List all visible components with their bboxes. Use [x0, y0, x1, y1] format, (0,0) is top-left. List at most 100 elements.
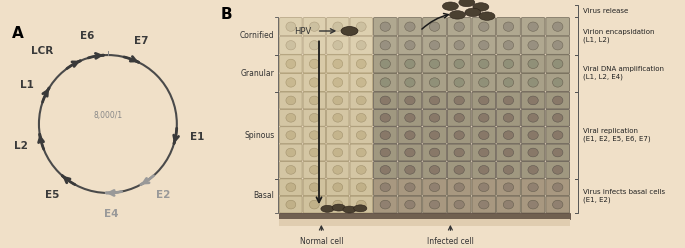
Ellipse shape	[429, 59, 440, 68]
Ellipse shape	[286, 41, 296, 50]
FancyBboxPatch shape	[546, 36, 569, 54]
Text: E6: E6	[81, 31, 95, 41]
FancyBboxPatch shape	[279, 18, 302, 36]
Ellipse shape	[380, 41, 390, 50]
Ellipse shape	[454, 59, 464, 68]
Ellipse shape	[454, 200, 464, 209]
Text: HPV: HPV	[294, 27, 311, 35]
FancyBboxPatch shape	[447, 36, 471, 54]
Ellipse shape	[310, 22, 319, 31]
Ellipse shape	[310, 78, 319, 87]
FancyBboxPatch shape	[279, 127, 302, 144]
Text: E7: E7	[134, 36, 149, 46]
Ellipse shape	[528, 22, 538, 31]
Text: Cornified: Cornified	[240, 31, 275, 40]
FancyBboxPatch shape	[279, 144, 302, 161]
FancyBboxPatch shape	[398, 55, 422, 73]
Ellipse shape	[333, 166, 342, 174]
Ellipse shape	[553, 166, 563, 174]
FancyBboxPatch shape	[447, 73, 471, 92]
Circle shape	[343, 206, 356, 213]
FancyBboxPatch shape	[303, 109, 325, 126]
Text: Virus release: Virus release	[583, 8, 628, 14]
FancyBboxPatch shape	[350, 36, 373, 54]
Ellipse shape	[454, 148, 464, 157]
FancyBboxPatch shape	[303, 92, 325, 109]
FancyBboxPatch shape	[327, 127, 349, 144]
Circle shape	[473, 3, 489, 11]
Ellipse shape	[479, 22, 489, 31]
FancyBboxPatch shape	[447, 144, 471, 161]
Ellipse shape	[503, 22, 514, 31]
Ellipse shape	[528, 148, 538, 157]
Ellipse shape	[333, 78, 342, 87]
FancyBboxPatch shape	[373, 196, 397, 213]
FancyBboxPatch shape	[279, 109, 302, 126]
FancyBboxPatch shape	[497, 179, 521, 196]
FancyBboxPatch shape	[546, 55, 569, 73]
Circle shape	[353, 205, 367, 212]
Ellipse shape	[333, 200, 342, 209]
FancyBboxPatch shape	[327, 179, 349, 196]
FancyBboxPatch shape	[497, 73, 521, 92]
FancyBboxPatch shape	[350, 109, 373, 126]
FancyBboxPatch shape	[472, 18, 496, 36]
FancyBboxPatch shape	[472, 55, 496, 73]
Ellipse shape	[333, 113, 342, 122]
Ellipse shape	[310, 96, 319, 105]
FancyBboxPatch shape	[447, 127, 471, 144]
FancyBboxPatch shape	[447, 92, 471, 109]
Ellipse shape	[503, 41, 514, 50]
FancyBboxPatch shape	[350, 55, 373, 73]
Ellipse shape	[333, 148, 342, 157]
Ellipse shape	[356, 78, 366, 87]
Ellipse shape	[286, 166, 296, 174]
FancyBboxPatch shape	[303, 179, 325, 196]
Ellipse shape	[429, 166, 440, 174]
FancyBboxPatch shape	[398, 92, 422, 109]
Ellipse shape	[286, 78, 296, 87]
FancyBboxPatch shape	[373, 36, 397, 54]
FancyBboxPatch shape	[398, 196, 422, 213]
Ellipse shape	[286, 96, 296, 105]
Ellipse shape	[405, 59, 415, 68]
Ellipse shape	[429, 200, 440, 209]
Ellipse shape	[503, 183, 514, 191]
FancyBboxPatch shape	[350, 179, 373, 196]
Ellipse shape	[454, 22, 464, 31]
FancyBboxPatch shape	[398, 161, 422, 178]
FancyBboxPatch shape	[521, 161, 545, 178]
FancyBboxPatch shape	[373, 55, 397, 73]
FancyBboxPatch shape	[521, 18, 545, 36]
FancyBboxPatch shape	[398, 179, 422, 196]
FancyBboxPatch shape	[373, 161, 397, 178]
FancyBboxPatch shape	[398, 109, 422, 126]
Ellipse shape	[333, 96, 342, 105]
FancyBboxPatch shape	[350, 144, 373, 161]
Ellipse shape	[553, 78, 563, 87]
FancyBboxPatch shape	[472, 109, 496, 126]
FancyBboxPatch shape	[327, 55, 349, 73]
Ellipse shape	[479, 148, 489, 157]
FancyBboxPatch shape	[497, 36, 521, 54]
FancyBboxPatch shape	[447, 55, 471, 73]
Ellipse shape	[553, 200, 563, 209]
FancyBboxPatch shape	[373, 127, 397, 144]
Ellipse shape	[310, 41, 319, 50]
Text: Infected cell: Infected cell	[427, 237, 474, 246]
Ellipse shape	[380, 96, 390, 105]
FancyBboxPatch shape	[521, 36, 545, 54]
Ellipse shape	[454, 41, 464, 50]
Ellipse shape	[454, 166, 464, 174]
FancyBboxPatch shape	[327, 144, 349, 161]
Ellipse shape	[454, 78, 464, 87]
Ellipse shape	[429, 78, 440, 87]
Ellipse shape	[528, 131, 538, 139]
Ellipse shape	[479, 41, 489, 50]
Ellipse shape	[405, 78, 415, 87]
FancyBboxPatch shape	[546, 127, 569, 144]
Ellipse shape	[286, 200, 296, 209]
Ellipse shape	[405, 41, 415, 50]
FancyBboxPatch shape	[472, 179, 496, 196]
Text: Normal cell: Normal cell	[299, 237, 343, 246]
